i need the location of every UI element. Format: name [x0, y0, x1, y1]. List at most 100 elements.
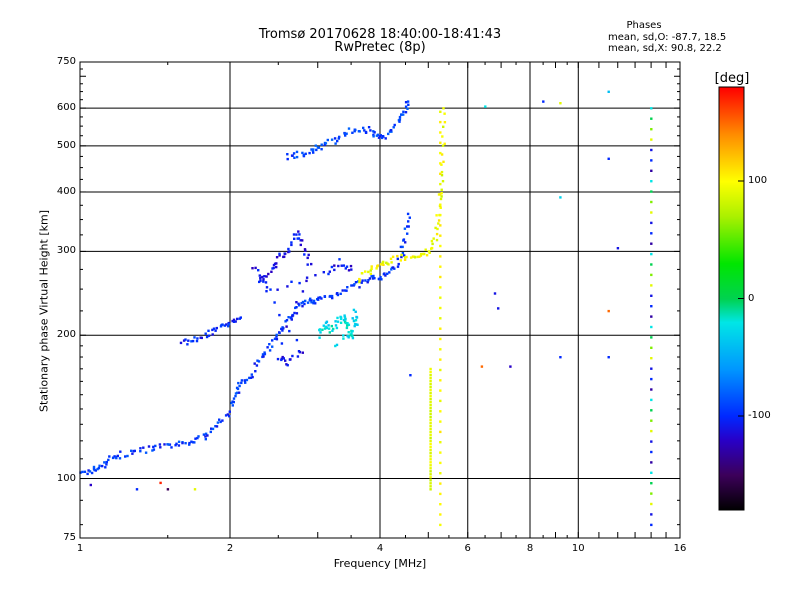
data-point: [142, 446, 145, 449]
data-point: [290, 280, 293, 283]
data-point: [442, 160, 445, 163]
data-point: [307, 253, 310, 257]
data-point: [98, 464, 101, 467]
data-point: [206, 434, 209, 437]
y-tick-label: 75: [63, 532, 76, 543]
data-point: [108, 455, 111, 458]
data-point: [193, 488, 197, 491]
data-point: [231, 400, 234, 403]
colorbar-band: [719, 172, 744, 174]
colorbar-band: [719, 111, 744, 113]
data-point: [370, 265, 373, 268]
data-point: [133, 449, 136, 453]
data-point: [360, 281, 363, 284]
data-point: [439, 420, 442, 423]
colorbar-band: [719, 299, 744, 301]
colorbar-band: [719, 250, 744, 252]
data-point: [439, 410, 442, 413]
data-point: [650, 128, 653, 131]
colorbar-band: [719, 338, 744, 340]
colorbar-band: [719, 465, 744, 467]
colorbar-band: [719, 441, 744, 443]
data-point: [314, 274, 317, 277]
colorbar-band: [719, 390, 744, 392]
data-point: [289, 316, 293, 320]
colorbar-band: [719, 427, 744, 429]
data-point: [388, 271, 391, 274]
colorbar-band: [719, 270, 744, 272]
data-point: [398, 118, 402, 121]
colorbar-band: [719, 423, 744, 425]
data-point: [236, 317, 239, 321]
data-point: [341, 289, 344, 292]
data-point: [346, 322, 349, 325]
data-point: [196, 337, 199, 340]
colorbar-band: [719, 255, 744, 257]
data-point: [299, 243, 302, 247]
colorbar-band: [719, 448, 744, 450]
data-point: [293, 156, 296, 159]
colorbar-band: [719, 195, 744, 197]
colorbar-band: [719, 394, 744, 396]
colorbar-band: [719, 294, 744, 296]
data-point: [335, 326, 339, 330]
data-point: [343, 314, 346, 317]
colorbar-band: [719, 450, 744, 452]
colorbar-band: [719, 366, 744, 368]
data-point: [366, 281, 369, 284]
data-point: [322, 324, 325, 327]
colorbar-band: [719, 306, 744, 308]
colorbar-band: [719, 115, 744, 117]
colorbar-band: [719, 435, 744, 437]
colorbar-band: [719, 431, 744, 433]
data-point: [251, 267, 254, 270]
data-point: [439, 182, 442, 186]
colorbar-band: [719, 437, 744, 439]
data-point: [240, 379, 244, 382]
colorbar-band: [719, 169, 744, 171]
colorbar-band: [719, 420, 744, 422]
colorbar-band: [719, 330, 744, 332]
data-point: [434, 226, 437, 230]
data-point: [243, 379, 246, 382]
data-point: [432, 237, 435, 240]
colorbar-band: [719, 271, 744, 273]
colorbar-band: [719, 347, 744, 349]
colorbar-band: [719, 320, 744, 322]
colorbar-band: [719, 319, 744, 321]
data-point: [292, 152, 296, 155]
data-point: [650, 117, 653, 120]
colorbar-band: [719, 279, 744, 281]
data-point: [225, 323, 228, 326]
colorbar-band: [719, 113, 744, 115]
data-point: [327, 272, 330, 276]
colorbar-band: [719, 160, 744, 162]
colorbar-band: [719, 239, 744, 241]
colorbar-band: [719, 102, 744, 104]
colorbar-band: [719, 92, 744, 94]
data-point: [83, 470, 87, 473]
colorbar-band: [719, 482, 744, 484]
data-point: [389, 257, 393, 260]
colorbar-band: [719, 139, 744, 141]
data-point: [317, 296, 320, 299]
data-point: [280, 342, 284, 345]
data-point: [232, 318, 236, 321]
data-point: [188, 443, 191, 446]
data-point: [273, 337, 277, 340]
data-point: [429, 370, 432, 374]
data-point: [290, 241, 293, 244]
colorbar-band: [719, 478, 744, 480]
colorbar-band: [719, 391, 744, 393]
data-point: [86, 472, 89, 476]
data-point: [404, 241, 407, 244]
colorbar-band: [719, 145, 744, 147]
data-point: [493, 292, 497, 295]
data-point: [330, 138, 334, 141]
data-point: [263, 351, 266, 354]
colorbar-band: [719, 402, 744, 404]
data-point: [429, 461, 432, 464]
colorbar-tick-label: -100: [748, 410, 771, 421]
data-point: [429, 388, 432, 392]
data-point: [186, 343, 189, 346]
